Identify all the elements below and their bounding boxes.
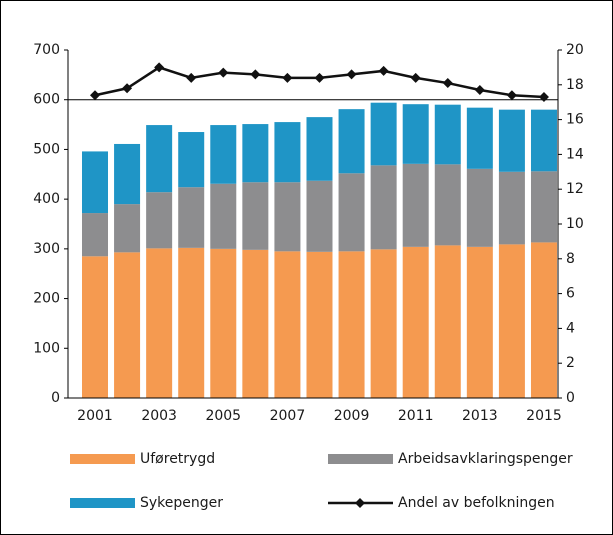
bar [178, 132, 205, 188]
bar [82, 151, 108, 214]
y2-tick-label: 16 [566, 112, 584, 128]
legend-swatch [328, 454, 393, 464]
bar [466, 246, 493, 398]
bar [178, 187, 205, 248]
x-tick-label: 2015 [526, 408, 562, 424]
bar [274, 251, 301, 398]
legend-marker [355, 498, 365, 508]
y-tick-label: 600 [33, 92, 60, 108]
x-tick-label: 2003 [141, 408, 177, 424]
line-marker [314, 72, 325, 83]
y2-tick-label: 2 [566, 355, 575, 371]
bar [370, 165, 397, 250]
legend-label: Uføretrygd [140, 451, 215, 467]
bar [402, 246, 429, 398]
bar [402, 163, 429, 247]
bar [338, 173, 365, 252]
line-marker [90, 90, 100, 101]
legend-label: Sykepenger [140, 495, 223, 511]
legend-label: Andel av befolkningen [398, 495, 555, 511]
line-marker [378, 65, 389, 76]
bar [434, 164, 461, 246]
line-marker [442, 78, 453, 89]
y2-tick-label: 14 [566, 146, 584, 162]
legend-label: Arbeidsavklaringspenger [398, 451, 573, 467]
bar [210, 248, 237, 398]
bar [498, 171, 525, 245]
line-marker [186, 72, 197, 83]
bar [306, 180, 333, 252]
x-tick-label: 2009 [334, 408, 370, 424]
bar [402, 104, 429, 164]
x-tick-label: 2005 [205, 408, 241, 424]
bar [242, 124, 269, 183]
x-tick-label: 2007 [270, 408, 306, 424]
line-marker [410, 72, 421, 83]
bar [178, 247, 205, 398]
x-tick-label: 2013 [462, 408, 498, 424]
line-marker [474, 85, 485, 96]
bar [146, 125, 173, 193]
bar [82, 213, 108, 257]
bar [466, 107, 493, 169]
x-tick-label: 2001 [77, 408, 113, 424]
y-tick-label: 0 [51, 390, 60, 406]
line-marker [154, 62, 165, 73]
y2-tick-label: 0 [566, 390, 575, 406]
legend-swatch [70, 454, 135, 464]
bar [530, 109, 557, 172]
y2-tick-label: 10 [566, 216, 584, 232]
y2-tick-label: 4 [566, 320, 575, 336]
line-marker [506, 90, 517, 101]
line-marker [346, 69, 357, 80]
bar [498, 244, 525, 398]
y-tick-label: 400 [33, 191, 60, 207]
bar [114, 204, 141, 253]
bar [338, 109, 365, 174]
line-marker [122, 83, 133, 94]
y-tick-label: 300 [33, 241, 60, 257]
x-tick-label: 2011 [398, 408, 434, 424]
bar [274, 182, 301, 252]
bar [338, 251, 365, 398]
bar [242, 182, 269, 250]
y2-tick-label: 12 [566, 181, 584, 197]
bar [146, 192, 173, 249]
legend-swatch [70, 498, 135, 508]
y-tick-label: 700 [33, 42, 60, 58]
y-tick-label: 100 [33, 340, 60, 356]
bar [498, 109, 525, 172]
bar [434, 104, 461, 165]
y2-tick-label: 18 [566, 77, 584, 93]
bar [82, 256, 108, 398]
bar [370, 249, 397, 398]
bar [466, 168, 493, 247]
line-marker [538, 91, 549, 102]
bar [530, 242, 557, 398]
bar [530, 171, 557, 243]
y2-tick-label: 8 [566, 251, 575, 267]
bar [306, 251, 333, 398]
bar [210, 125, 237, 184]
line-marker [250, 69, 261, 80]
y-tick-label: 500 [33, 141, 60, 157]
bar [210, 183, 237, 249]
bar [370, 102, 397, 166]
y2-tick-label: 20 [566, 42, 584, 58]
bar [306, 117, 333, 181]
bar [274, 122, 301, 183]
line-marker [282, 72, 293, 83]
bar [114, 143, 141, 205]
bar [114, 252, 141, 398]
line-marker [218, 67, 229, 78]
bar [146, 248, 173, 398]
y2-tick-label: 6 [566, 286, 575, 302]
bar [242, 249, 269, 398]
y-tick-label: 200 [33, 291, 60, 307]
bar [434, 245, 461, 398]
